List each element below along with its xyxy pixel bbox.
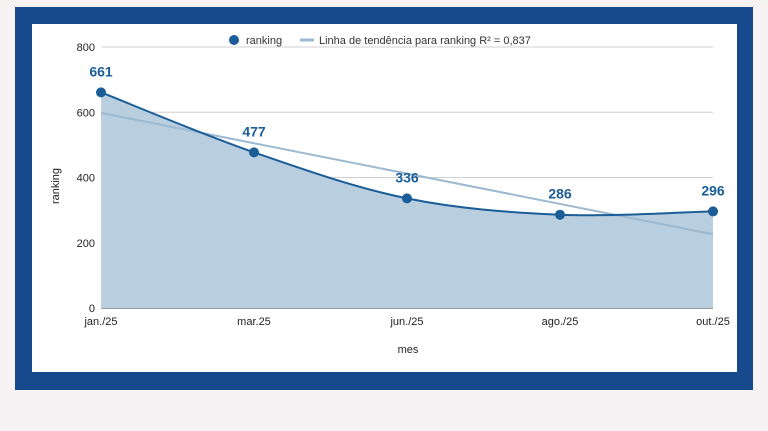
legend-ranking-marker bbox=[229, 35, 239, 45]
x-tick-label: out./25 bbox=[696, 316, 730, 328]
x-tick-label: mar.25 bbox=[237, 316, 271, 328]
y-tick-label: 0 bbox=[89, 303, 95, 315]
y-tick-labels: 0 200 400 600 800 bbox=[77, 42, 95, 315]
legend-trend-label: Linha de tendência para ranking R² = 0,8… bbox=[319, 35, 531, 47]
data-label: 336 bbox=[395, 169, 419, 185]
data-point bbox=[402, 193, 412, 204]
y-tick-label: 600 bbox=[77, 107, 95, 119]
data-label: 296 bbox=[701, 182, 725, 198]
data-point bbox=[249, 147, 259, 158]
data-label: 477 bbox=[242, 123, 266, 139]
y-tick-label: 800 bbox=[77, 42, 95, 54]
x-tick-label: jun./25 bbox=[389, 316, 423, 328]
y-tick-label: 200 bbox=[77, 238, 95, 250]
data-label: 286 bbox=[548, 186, 572, 202]
legend: ranking Linha de tendência para ranking … bbox=[229, 35, 531, 47]
data-labels: 661 477 336 286 296 bbox=[89, 63, 725, 201]
data-label: 661 bbox=[89, 63, 113, 79]
data-point bbox=[555, 209, 565, 220]
x-tick-labels: jan./25 mar.25 jun./25 ago./25 out./25 bbox=[83, 316, 729, 328]
data-point bbox=[708, 206, 718, 217]
legend-ranking-label: ranking bbox=[246, 35, 282, 47]
x-axis-title: mes bbox=[398, 344, 419, 356]
x-tick-label: ago./25 bbox=[542, 316, 579, 328]
data-point bbox=[96, 87, 106, 98]
y-tick-label: 400 bbox=[77, 173, 95, 185]
data-points bbox=[96, 87, 718, 220]
y-axis-title: ranking bbox=[50, 168, 62, 204]
x-tick-label: jan./25 bbox=[83, 316, 117, 328]
